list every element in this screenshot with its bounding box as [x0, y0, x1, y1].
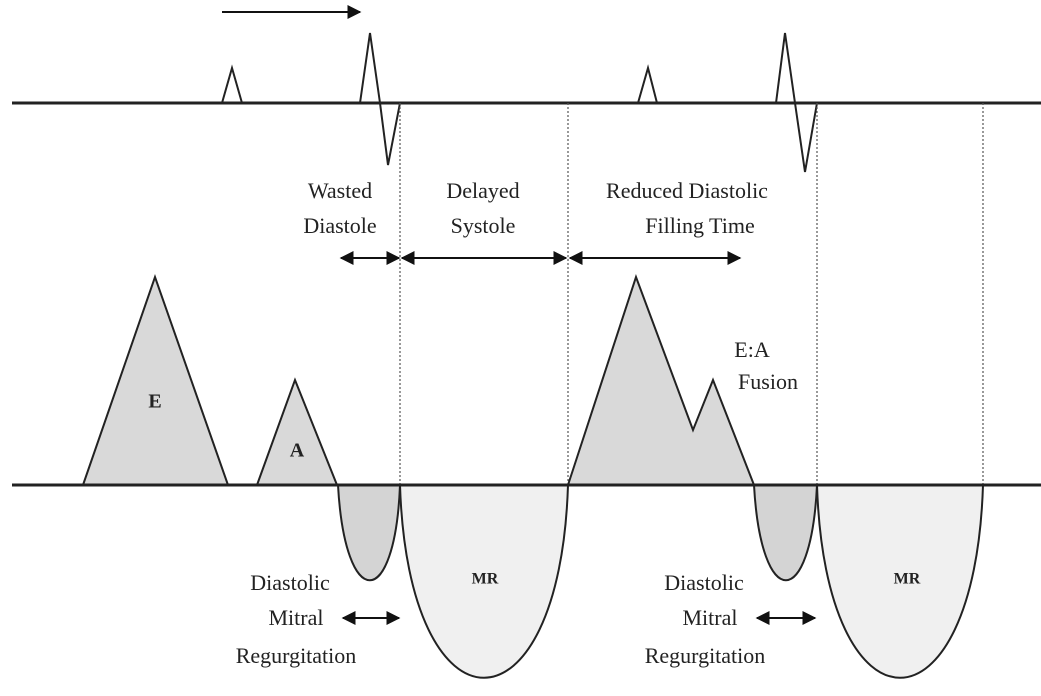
e-wave [81, 273, 230, 486]
label: Reduced Diastolic [606, 178, 768, 203]
label: Fusion [738, 369, 798, 394]
label: Diastole [303, 213, 376, 238]
mr-label: MR [894, 571, 921, 588]
label: Diastolic [250, 570, 330, 595]
dmr-wave [336, 484, 402, 582]
wave-label: E [148, 391, 161, 413]
mr-label: MR [472, 571, 499, 588]
label: Regurgitation [236, 643, 357, 668]
mr-wave [398, 484, 570, 679]
mr-wave [815, 484, 985, 679]
label: Regurgitation [645, 643, 766, 668]
label: Filling Time [645, 213, 754, 238]
label: Mitral [683, 605, 738, 630]
label: Wasted [308, 178, 372, 203]
label: Systole [451, 213, 516, 238]
wave-label: A [290, 440, 305, 462]
label: Mitral [269, 605, 324, 630]
label: Delayed [446, 178, 519, 203]
label: Diastolic [664, 570, 744, 595]
ecg-trace [221, 32, 818, 173]
fused-wave [566, 273, 756, 486]
label: E:A [734, 337, 770, 362]
a-wave [255, 377, 339, 486]
dmr-wave [752, 484, 819, 582]
